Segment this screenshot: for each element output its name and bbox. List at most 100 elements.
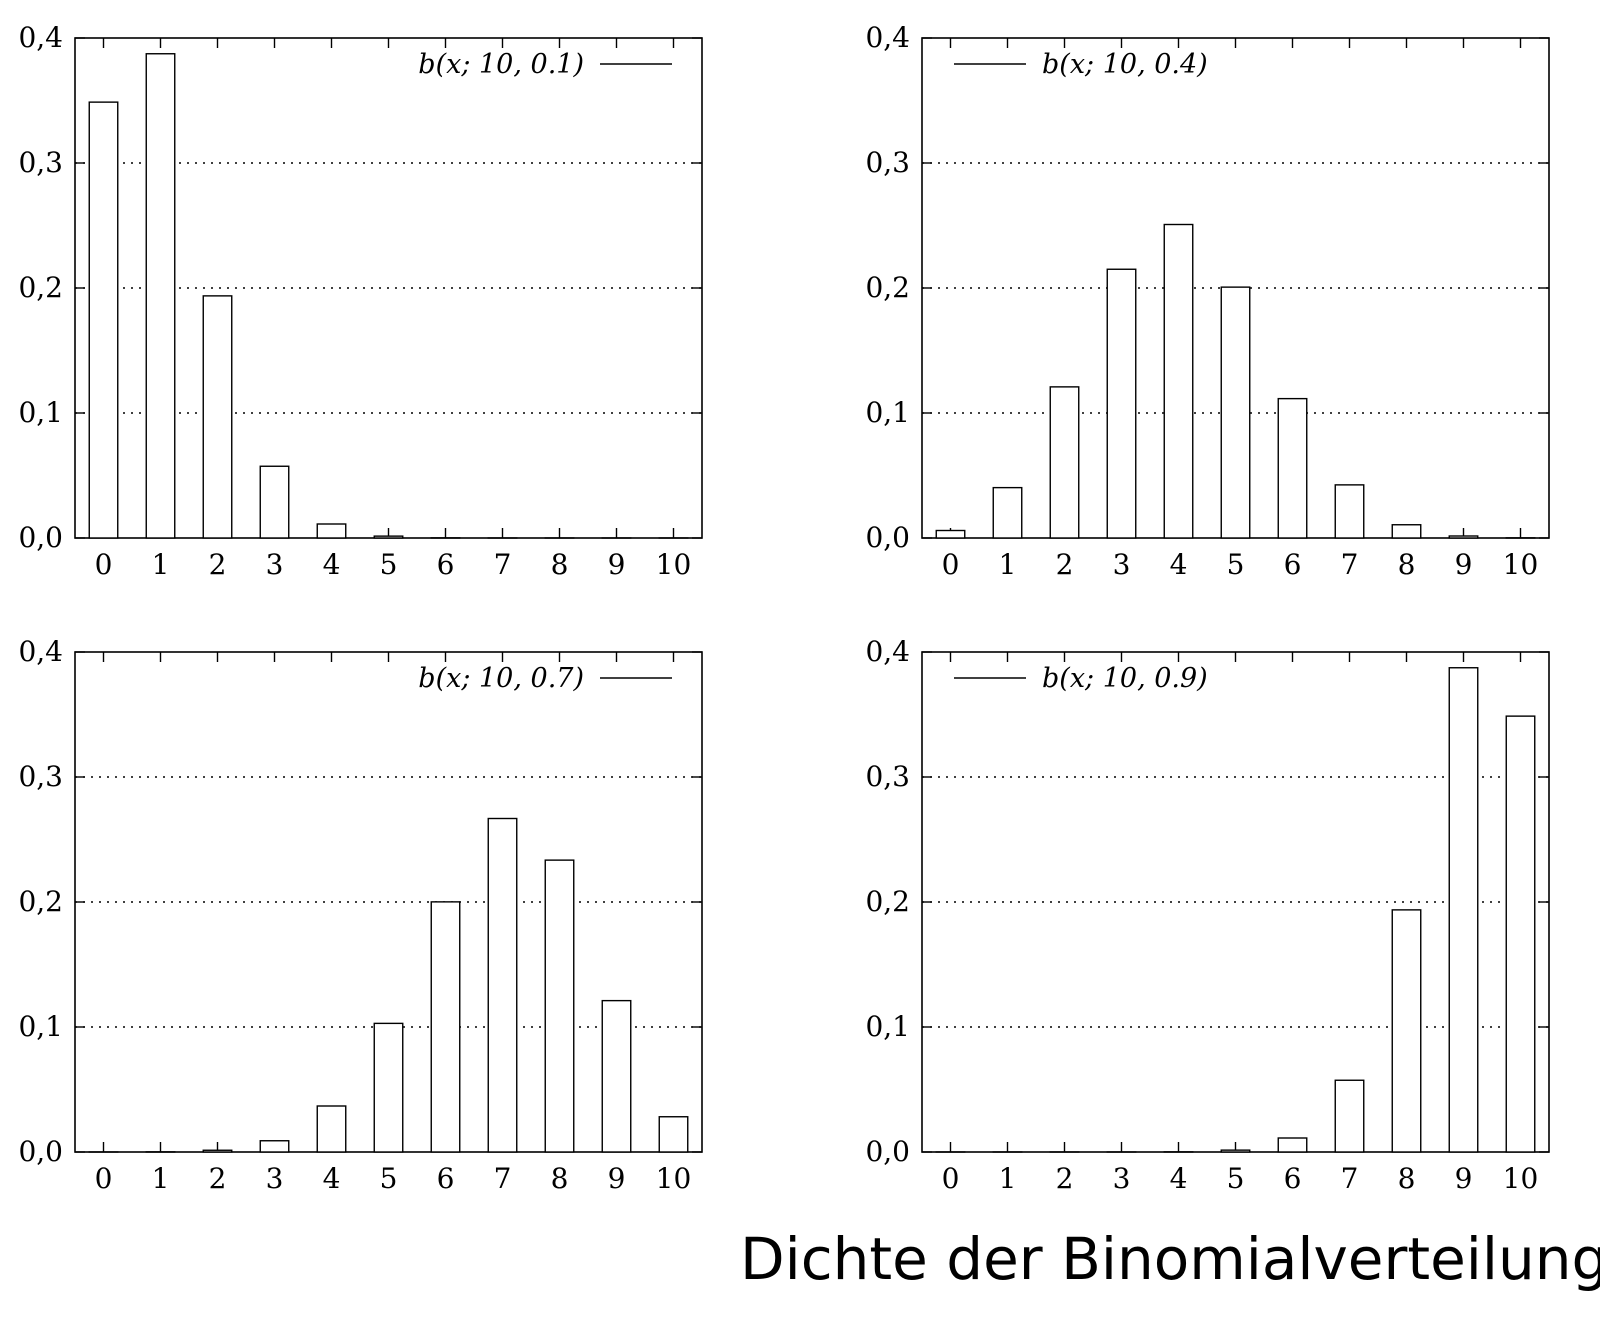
y-tick-label: 0,4: [865, 21, 910, 54]
y-tick-label: 0,0: [18, 521, 63, 554]
bar: [992, 486, 1023, 539]
x-tick-label: 5: [1227, 548, 1245, 581]
y-tick-label: 0,2: [18, 885, 63, 918]
bar: [544, 859, 575, 1153]
y-tick-label: 0,2: [865, 885, 910, 918]
x-tick-label: 7: [1341, 1162, 1359, 1195]
bar: [373, 1022, 404, 1153]
bar: [145, 53, 176, 539]
y-tick-label: 0,3: [18, 760, 63, 793]
y-tick-label: 0,4: [865, 635, 910, 668]
bar: [1163, 223, 1194, 539]
bar: [316, 523, 347, 539]
y-tick-label: 0,0: [865, 521, 910, 554]
y-tick-label: 0,1: [18, 1010, 63, 1043]
x-tick-label: 6: [1284, 548, 1302, 581]
chart-panel-3: 0,0 0,1 0,2 0,3 0,4 0 1 2 3 4 5 6 7 8 9 10 b(x; 10, 0.7): [18, 635, 703, 1195]
bar: [1049, 386, 1080, 539]
bar: [1106, 268, 1137, 539]
x-tick-label: 8: [1398, 548, 1416, 581]
x-tick-label: 1: [999, 548, 1017, 581]
y-tick-label: 0,0: [18, 1135, 63, 1168]
bar: [601, 999, 632, 1153]
y-tick-label: 0,2: [18, 271, 63, 304]
x-tick-label: 7: [1341, 548, 1359, 581]
x-tick-label: 10: [1503, 1162, 1539, 1195]
chart-panel-4: 0,0 0,1 0,2 0,3 0,4 0 1 2 3 4 5 6 7 8 9 10 b(x; 10, 0.9): [865, 635, 1550, 1195]
y-tick-label: 0,2: [865, 271, 910, 304]
y-tick-label: 0,3: [18, 146, 63, 179]
x-tick-label: 4: [1170, 548, 1188, 581]
x-tick-label: 9: [608, 1162, 626, 1195]
x-tick-label: 8: [1398, 1162, 1416, 1195]
x-tick-label: 6: [437, 548, 455, 581]
x-tick-label: 9: [608, 548, 626, 581]
x-tick-label: 4: [1170, 1162, 1188, 1195]
y-tick-label: 0,3: [865, 146, 910, 179]
x-tick-label: 9: [1455, 1162, 1473, 1195]
x-tick-label: 5: [1227, 1162, 1245, 1195]
bar: [1391, 524, 1422, 539]
x-tick-label: 4: [323, 548, 341, 581]
y-tick-label: 0,1: [865, 1010, 910, 1043]
chart-panel-2: 0,0 0,1 0,2 0,3 0,4 0 1 2 3 4 5 6 7 8 9 10 b(x; 10, 0.4): [865, 21, 1550, 581]
x-tick-label: 0: [95, 1162, 113, 1195]
legend-label: b(x; 10, 0.1): [418, 49, 584, 80]
bar: [1391, 909, 1422, 1153]
x-tick-label: 2: [209, 1162, 227, 1195]
bar: [1448, 535, 1479, 539]
bar: [1277, 397, 1308, 539]
y-tick-label: 0,1: [18, 396, 63, 429]
y-tick-label: 0,4: [18, 635, 63, 668]
bar: [373, 535, 404, 539]
x-tick-label: 2: [1056, 548, 1074, 581]
bar: [658, 1116, 689, 1153]
x-tick-label: 1: [152, 1162, 170, 1195]
y-tick-label: 0,4: [18, 21, 63, 54]
bar: [1220, 1149, 1251, 1153]
bar: [316, 1105, 347, 1153]
y-tick-label: 0,0: [865, 1135, 910, 1168]
x-tick-label: 0: [95, 548, 113, 581]
x-tick-label: 2: [1056, 1162, 1074, 1195]
bar: [487, 817, 518, 1153]
bar: [88, 101, 119, 539]
x-tick-label: 1: [999, 1162, 1017, 1195]
bar: [259, 465, 290, 539]
x-tick-label: 4: [323, 1162, 341, 1195]
figure-caption: Dichte der Binomialverteilung: [740, 1225, 1600, 1293]
x-tick-label: 3: [1113, 1162, 1131, 1195]
x-tick-label: 1: [152, 548, 170, 581]
bar: [935, 529, 966, 539]
x-tick-label: 3: [266, 1162, 284, 1195]
legend-label: b(x; 10, 0.9): [1042, 663, 1208, 694]
chart-panel-1: 0,0 0,1 0,2 0,3 0,4 0 1 2 3 4 5 6 7 8 9 10 b(x; 10, 0.1): [18, 21, 703, 581]
x-tick-label: 2: [209, 548, 227, 581]
x-tick-label: 10: [656, 1162, 692, 1195]
x-tick-label: 6: [437, 1162, 455, 1195]
x-tick-label: 0: [942, 1162, 960, 1195]
bar: [1334, 484, 1365, 539]
x-tick-label: 10: [656, 548, 692, 581]
legend-label: b(x; 10, 0.4): [1042, 49, 1208, 80]
y-tick-label: 0,3: [865, 760, 910, 793]
x-tick-label: 9: [1455, 548, 1473, 581]
bar: [430, 901, 461, 1153]
x-tick-label: 7: [494, 548, 512, 581]
x-tick-label: 3: [266, 548, 284, 581]
y-tick-label: 0,1: [865, 396, 910, 429]
bar: [259, 1140, 290, 1153]
x-tick-label: 5: [380, 548, 398, 581]
x-tick-label: 8: [551, 1162, 569, 1195]
x-tick-label: 7: [494, 1162, 512, 1195]
x-tick-label: 5: [380, 1162, 398, 1195]
bar: [1220, 286, 1251, 539]
bar: [1448, 667, 1479, 1153]
bar: [202, 1149, 233, 1153]
x-tick-label: 0: [942, 548, 960, 581]
bar: [202, 295, 233, 539]
bar: [1277, 1137, 1308, 1153]
x-tick-label: 8: [551, 548, 569, 581]
bar: [1505, 715, 1536, 1153]
